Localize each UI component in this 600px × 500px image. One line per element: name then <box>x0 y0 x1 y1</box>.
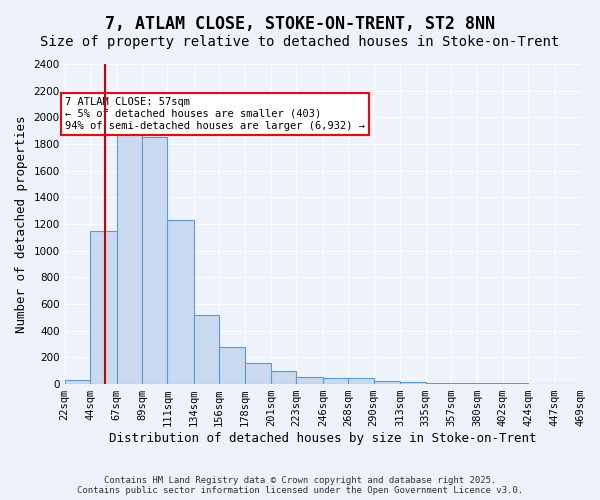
Bar <box>219 346 245 384</box>
Text: 7 ATLAM CLOSE: 57sqm
← 5% of detached houses are smaller (403)
94% of semi-detac: 7 ATLAM CLOSE: 57sqm ← 5% of detached ho… <box>65 98 365 130</box>
Bar <box>167 220 194 384</box>
Bar <box>65 380 90 384</box>
Bar <box>425 382 451 384</box>
Bar <box>400 382 425 384</box>
Bar <box>323 378 348 384</box>
Text: Size of property relative to detached houses in Stoke-on-Trent: Size of property relative to detached ho… <box>40 35 560 49</box>
Bar <box>271 372 296 384</box>
Bar <box>374 382 400 384</box>
Bar <box>116 122 142 384</box>
Text: Contains HM Land Registry data © Crown copyright and database right 2025.
Contai: Contains HM Land Registry data © Crown c… <box>77 476 523 495</box>
Bar <box>348 378 374 384</box>
Bar <box>90 230 116 384</box>
Y-axis label: Number of detached properties: Number of detached properties <box>15 116 28 333</box>
Bar <box>245 364 271 384</box>
Bar <box>142 138 167 384</box>
Bar <box>296 378 323 384</box>
Text: 7, ATLAM CLOSE, STOKE-ON-TRENT, ST2 8NN: 7, ATLAM CLOSE, STOKE-ON-TRENT, ST2 8NN <box>105 15 495 33</box>
Bar <box>194 314 219 384</box>
X-axis label: Distribution of detached houses by size in Stoke-on-Trent: Distribution of detached houses by size … <box>109 432 536 445</box>
Bar <box>451 383 478 384</box>
